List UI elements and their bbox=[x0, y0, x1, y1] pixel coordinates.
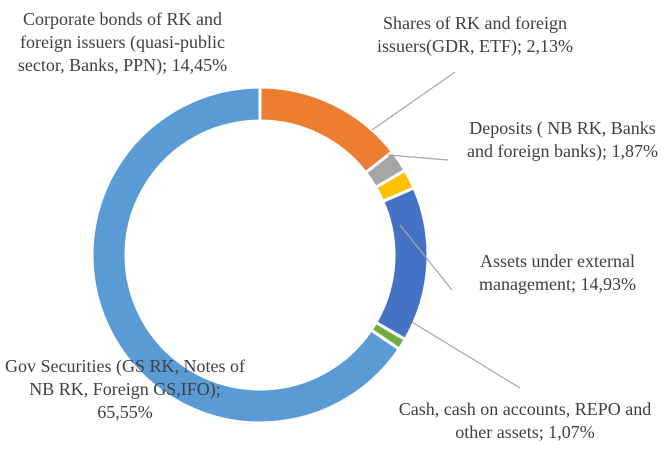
value-label: 14,45% bbox=[171, 55, 228, 75]
donut-slice bbox=[363, 149, 408, 190]
donut-slice bbox=[90, 85, 402, 425]
value-label: 1,87% bbox=[611, 141, 658, 161]
value-label: 2,13% bbox=[526, 36, 574, 56]
category-label: Deposits ( NB RK, Banks and foreign bank… bbox=[467, 118, 656, 161]
category-label: Corporate bonds of RK and foreign issuer… bbox=[17, 9, 225, 75]
leader-line bbox=[387, 154, 449, 161]
data-label: Deposits ( NB RK, Banks and foreign bank… bbox=[460, 117, 665, 163]
leader-line bbox=[371, 71, 456, 131]
value-label: 1,07% bbox=[548, 422, 595, 442]
value-label: 65,55% bbox=[97, 402, 153, 422]
donut-slice bbox=[258, 85, 395, 175]
data-label: Assets under external management; 14,93% bbox=[450, 250, 665, 296]
category-label: Assets under external management; bbox=[479, 251, 635, 294]
data-label: Corporate bonds of RK and foreign issuer… bbox=[5, 8, 240, 77]
donut-slice bbox=[373, 185, 430, 342]
value-label: 14,93% bbox=[580, 274, 636, 294]
leader-line bbox=[399, 224, 453, 291]
category-label: Shares of RK and foreign issuers(GDR, ET… bbox=[377, 13, 567, 56]
leader-line bbox=[411, 321, 521, 389]
data-label: Shares of RK and foreign issuers(GDR, ET… bbox=[335, 12, 615, 58]
category-label: Cash, cash on accounts, REPO and other a… bbox=[398, 399, 652, 442]
data-label: Cash, cash on accounts, REPO and other a… bbox=[385, 398, 665, 444]
category-label: Gov Securities (GS RK, Notes of NB RK, F… bbox=[5, 356, 245, 399]
data-label: Gov Securities (GS RK, Notes of NB RK, F… bbox=[0, 355, 250, 424]
